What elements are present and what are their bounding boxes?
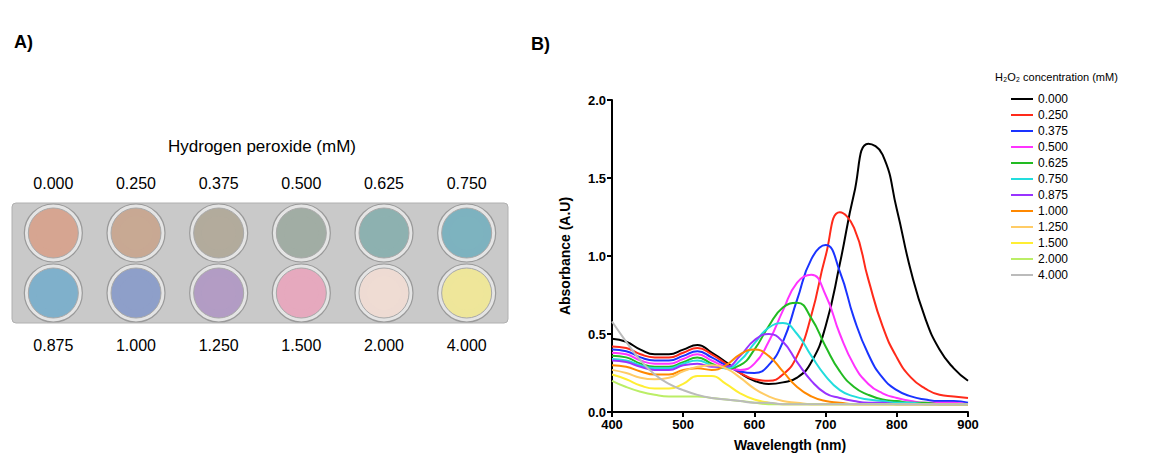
svg-text:600: 600 <box>744 417 766 432</box>
svg-text:1.500: 1.500 <box>281 337 321 354</box>
svg-text:0.000: 0.000 <box>33 175 73 192</box>
svg-text:0.625: 0.625 <box>1038 156 1068 170</box>
svg-text:1.0: 1.0 <box>588 249 606 264</box>
svg-text:400: 400 <box>601 417 623 432</box>
svg-text:0.375: 0.375 <box>199 175 239 192</box>
svg-text:1.500: 1.500 <box>1038 236 1068 250</box>
svg-text:0.750: 0.750 <box>447 175 487 192</box>
svg-text:Hydrogen peroxide (mM): Hydrogen peroxide (mM) <box>168 137 356 156</box>
svg-text:4.000: 4.000 <box>447 337 487 354</box>
svg-text:0.000: 0.000 <box>1038 92 1068 106</box>
svg-text:1.250: 1.250 <box>1038 220 1068 234</box>
svg-text:0.375: 0.375 <box>1038 124 1068 138</box>
svg-text:H₂O₂ concentration (mM): H₂O₂ concentration (mM) <box>995 71 1118 83</box>
svg-text:1.000: 1.000 <box>1038 204 1068 218</box>
svg-text:1.000: 1.000 <box>116 337 156 354</box>
svg-text:1.250: 1.250 <box>199 337 239 354</box>
svg-text:2.000: 2.000 <box>364 337 404 354</box>
svg-text:800: 800 <box>886 417 908 432</box>
svg-text:4.000: 4.000 <box>1038 268 1068 282</box>
svg-text:2.0: 2.0 <box>588 93 606 108</box>
svg-text:900: 900 <box>957 417 979 432</box>
svg-text:2.000: 2.000 <box>1038 252 1068 266</box>
svg-text:B): B) <box>531 34 550 54</box>
svg-text:0.500: 0.500 <box>1038 140 1068 154</box>
svg-text:0.250: 0.250 <box>1038 108 1068 122</box>
svg-text:700: 700 <box>815 417 837 432</box>
svg-text:1.5: 1.5 <box>588 171 606 186</box>
svg-text:0.750: 0.750 <box>1038 172 1068 186</box>
svg-text:Absorbance (A.U): Absorbance (A.U) <box>557 197 573 315</box>
svg-text:0.5: 0.5 <box>588 327 606 342</box>
svg-text:0.250: 0.250 <box>116 175 156 192</box>
svg-text:0.0: 0.0 <box>587 404 606 420</box>
svg-text:0.625: 0.625 <box>364 175 404 192</box>
svg-text:0.500: 0.500 <box>281 175 321 192</box>
svg-text:0.875: 0.875 <box>33 337 73 354</box>
svg-text:Wavelength (nm): Wavelength (nm) <box>734 437 846 453</box>
svg-text:500: 500 <box>672 417 694 432</box>
svg-text:A): A) <box>14 32 33 52</box>
svg-text:0.875: 0.875 <box>1038 188 1068 202</box>
